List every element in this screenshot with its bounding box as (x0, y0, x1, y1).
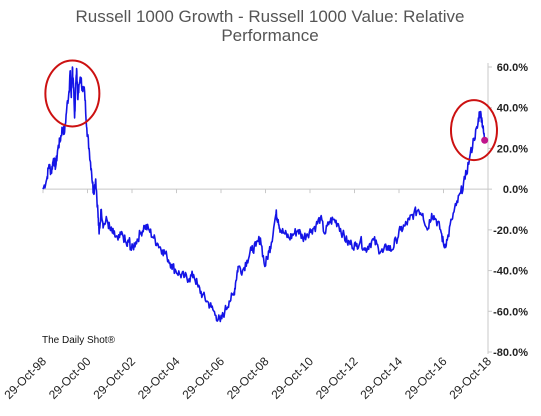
highlight-circle (449, 99, 498, 162)
x-tick-label: 29-Oct-14 (357, 354, 405, 402)
last-point-marker (481, 136, 489, 144)
x-tick-label: 29-Oct-04 (135, 354, 183, 402)
y-tick-label: -40.0% (493, 266, 528, 278)
x-tick-label: 29-Oct-08 (224, 354, 272, 402)
y-tick-label: 0.0% (503, 184, 528, 196)
x-tick-label: 29-Oct-02 (90, 354, 138, 402)
x-tick-label: 29-Oct-10 (268, 354, 316, 402)
y-tick-label: -80.0% (493, 347, 528, 359)
x-tick-label: 29-Oct-98 (1, 354, 49, 402)
source-label: The Daily Shot® (42, 335, 116, 346)
y-axis-ticks: 60.0% 40.0% 20.0% 0.0% -20.0% -40.0% -60.0% -80… (488, 62, 528, 359)
y-tick-label: -60.0% (493, 306, 528, 318)
highlight-group (44, 59, 498, 162)
x-tick-label: 29-Oct-18 (446, 354, 494, 402)
y-tick-label: 60.0% (497, 62, 528, 74)
x-tick-label: 29-Oct-00 (46, 354, 94, 402)
x-tick-label: 29-Oct-16 (402, 354, 450, 402)
highlight-circle (44, 59, 101, 128)
axes (43, 63, 489, 354)
x-tick-label: 29-Oct-12 (313, 354, 361, 402)
x-axis-ticks: 29-Oct-9829-Oct-0029-Oct-0229-Oct-0429-O… (1, 189, 494, 402)
series-group (42, 66, 486, 323)
chart-title-line2: Performance (221, 26, 318, 45)
chart-title-line1: Russell 1000 Growth - Russell 1000 Value… (76, 7, 465, 26)
series-line (42, 66, 486, 323)
y-tick-label: 40.0% (497, 103, 528, 115)
y-tick-label: -20.0% (493, 225, 528, 237)
x-tick-label: 29-Oct-06 (179, 354, 227, 402)
y-tick-label: 20.0% (497, 143, 528, 155)
